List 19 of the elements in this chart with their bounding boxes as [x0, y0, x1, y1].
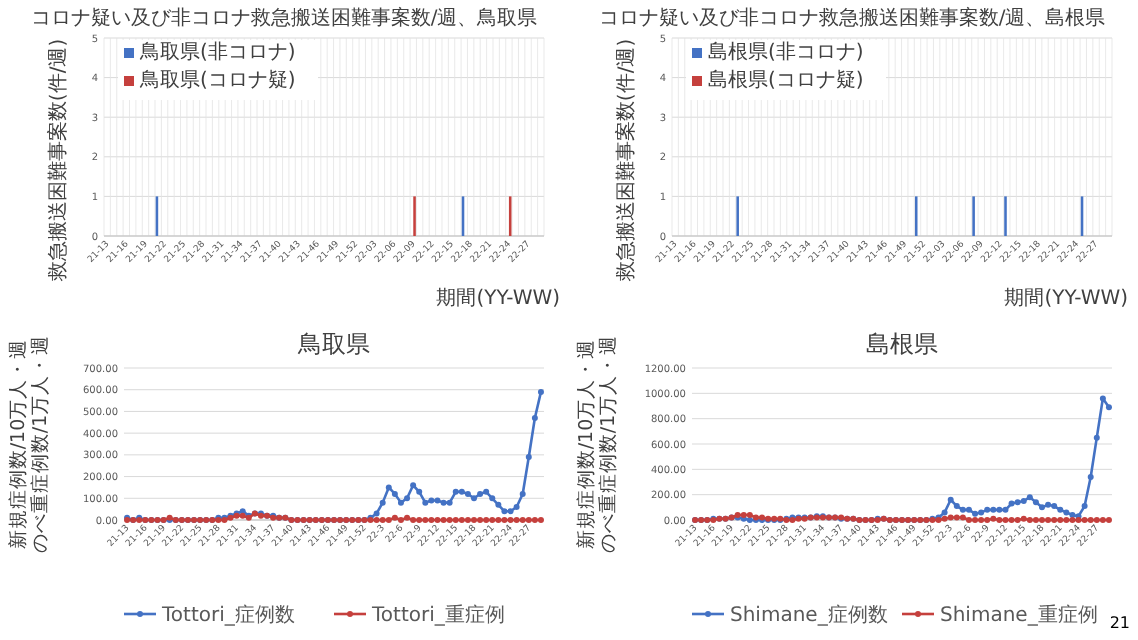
legend-label: Tottori_症例数	[160, 603, 295, 627]
x-axis-title: 期間(YY-WW)	[1004, 286, 1129, 310]
legend-label: Tottori_重症例	[370, 603, 505, 627]
legend-label: 鳥取県(コロナ疑)	[138, 68, 296, 92]
y-axis-title: 救急搬送困難事案数(件/週)	[614, 38, 638, 284]
y-axis-title: 新規症例数/10万人・週のべ重症例数/1万人・週	[574, 334, 620, 554]
legend-label: Shimane_重症例	[940, 603, 1098, 627]
y-axis-title: 新規症例数/10万人・週のべ重症例数/1万人・週	[6, 334, 52, 554]
y-axis-title: 救急搬送困難事案数(件/週)	[46, 38, 70, 284]
chart-title: コロナ疑い及び非コロナ救急搬送困難事案数/週、島根県	[598, 6, 1106, 30]
text: 21	[1109, 614, 1130, 632]
chart-title: 島根県	[866, 330, 938, 358]
legend-label: 島根県(コロナ疑)	[708, 68, 864, 92]
x-axis-title: 期間(YY-WW)	[436, 286, 561, 310]
legend-label: Shimane_症例数	[730, 603, 888, 627]
chart-title: 鳥取県	[296, 330, 370, 358]
legend-label: 鳥取県(非コロナ)	[138, 40, 296, 64]
legend-label: 島根県(非コロナ)	[708, 40, 864, 64]
chart-title: コロナ疑い及び非コロナ救急搬送困難事案数/週、鳥取県	[30, 6, 538, 30]
